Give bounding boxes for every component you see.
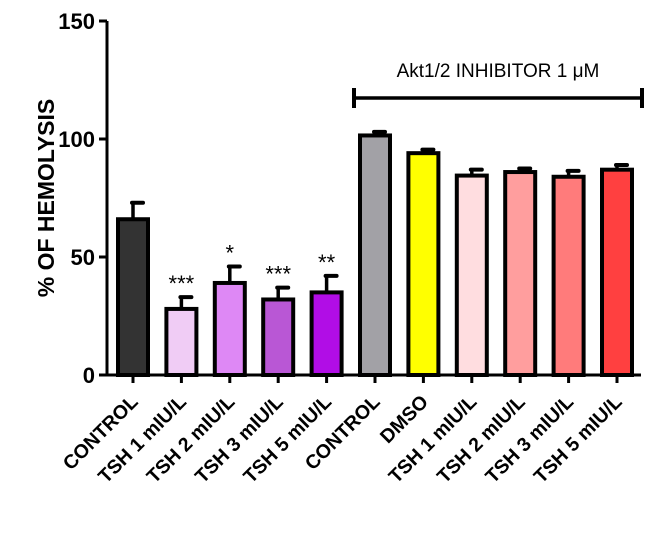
bar [454,173,489,377]
significance-marker: *** [169,271,195,296]
bar [261,297,296,378]
bar [309,290,344,377]
bar [116,217,150,377]
y-axis-label: % OF HEMOLYSIS [33,99,59,298]
y-tick-label: 0 [83,363,95,388]
y-tick-label: 50 [71,245,95,270]
bar [551,174,586,377]
significance-marker: *** [265,262,291,287]
y-tick-label: 100 [58,127,95,152]
y-tick-label: 150 [58,9,95,34]
bar [358,133,392,377]
annotation-label: Akt1/2 INHIBITOR 1 μM [397,61,600,82]
significance-marker: * [226,240,235,265]
bar [212,280,247,377]
bar [164,306,199,378]
inhibitor-bracket: Akt1/2 INHIBITOR 1 μM [352,61,644,108]
bar [406,151,441,377]
bars [116,129,634,378]
significance-marker: ** [318,250,336,275]
bar [503,170,538,377]
bar [600,167,634,377]
